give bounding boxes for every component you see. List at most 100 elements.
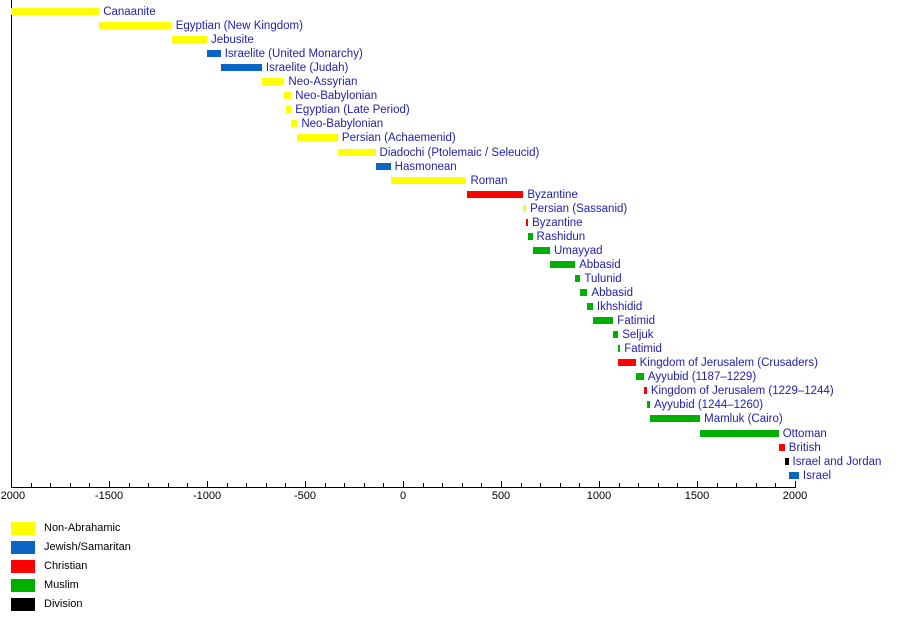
timeline-bar[interactable] [618,359,636,367]
legend-label: Muslim [44,579,79,591]
legend-swatch [11,598,35,611]
x-axis-tick-label: 1000 [586,490,612,502]
timeline-bar-label: Egyptian (New Kingdom) [175,20,303,33]
timeline-bar[interactable] [11,8,100,15]
x-axis-minor-tick [31,483,32,488]
timeline-bar[interactable] [284,92,292,100]
timeline-row: Byzantine [0,216,900,230]
timeline-bar[interactable] [261,78,285,86]
legend-label: Non-Abrahamic [44,522,121,534]
timeline-bar[interactable] [207,50,221,58]
timeline-bar-label: Diadochi (Ptolemaic / Seleucid) [379,146,540,159]
timeline-bar[interactable] [375,162,391,170]
timeline-bar[interactable] [286,106,292,114]
x-axis-minor-tick [168,483,169,488]
legend-swatch [11,579,35,592]
timeline-bar[interactable] [532,246,550,254]
timeline-bar-label: Ayyubid (1187–1229) [647,371,757,384]
timeline-bar[interactable] [613,331,619,339]
timeline-row: Israelite (Judah) [0,61,900,75]
timeline-bar[interactable] [466,190,524,198]
timeline-row: Kingdom of Jerusalem (Crusaders) [0,356,900,370]
timeline-bar[interactable] [390,176,467,184]
x-axis-minor-tick [521,483,522,488]
timeline-bar[interactable] [580,289,588,296]
timeline-bar-label: Fatimid [617,315,655,328]
timeline-row: Egyptian (Late Period) [0,103,900,117]
timeline-row: Persian (Sassanid) [0,202,900,216]
timeline-bar-label: Israelite (Judah) [265,62,349,75]
timeline-bar[interactable] [592,317,614,325]
x-axis-major-tick [403,481,404,488]
timeline-row: Ayyubid (1187–1229) [0,370,900,384]
timeline-row: Ikhshidid [0,300,900,314]
timeline-row: Israel [0,469,900,483]
x-axis-major-tick [501,481,502,488]
x-axis-tick-label: 2000 [782,490,808,502]
timeline-bar[interactable] [788,471,799,479]
x-axis-minor-tick [383,483,384,488]
timeline-row: Hasmonean [0,160,900,174]
x-axis-minor-tick [187,483,188,488]
x-axis-minor-tick [344,483,345,488]
timeline-bar[interactable] [649,415,701,423]
x-axis-major-tick [305,481,306,488]
x-axis-major-tick [11,481,12,488]
timeline-row: Roman [0,174,900,188]
x-axis-minor-tick [246,483,247,488]
timeline-bar[interactable] [635,373,644,381]
timeline-bar[interactable] [297,134,338,142]
x-axis-minor-tick [540,483,541,488]
timeline-row: Seljuk [0,328,900,342]
timeline-row: Tulunid [0,272,900,286]
timeline-bar[interactable] [587,303,593,311]
timeline-bar-label: Byzantine [527,188,578,201]
x-axis-tick-label: -1500 [94,490,124,502]
timeline-row: Egyptian (New Kingdom) [0,19,900,33]
x-axis-minor-tick [285,483,286,488]
timeline-bar-label: Umayyad [554,244,603,257]
legend-swatch [11,541,35,554]
x-axis-tick-label: 0 [399,490,407,502]
x-axis-tick-label: -500 [293,490,317,502]
x-axis-minor-tick [638,483,639,488]
timeline-row: Fatimid [0,342,900,356]
timeline-bar[interactable] [523,204,527,212]
timeline-bar[interactable] [643,387,647,395]
timeline-bar[interactable] [700,429,779,437]
timeline-bar[interactable] [778,443,785,451]
legend-label: Christian [44,560,88,572]
timeline-bar[interactable] [646,401,650,409]
timeline-bar[interactable] [526,218,529,226]
timeline-row: Persian (Achaemenid) [0,131,900,145]
timeline-bar[interactable] [99,22,172,30]
timeline-bar[interactable] [550,260,576,268]
timeline-bar[interactable] [618,345,621,353]
timeline-row: Ayyubid (1244–1260) [0,398,900,412]
timeline-bar[interactable] [171,36,207,44]
timeline-row: Umayyad [0,244,900,258]
x-axis-minor-tick [658,483,659,488]
timeline-row: British [0,441,900,455]
timeline-bar[interactable] [784,457,789,465]
timeline-bar[interactable] [528,232,533,240]
timeline-bar-label: Kingdom of Jerusalem (1229–1244) [650,385,834,398]
x-axis-minor-tick [756,483,757,488]
timeline-bar-label: Ayyubid (1244–1260) [653,399,764,412]
timeline-bar[interactable] [575,274,581,282]
legend-label: Division [44,598,83,610]
timeline-bar[interactable] [220,64,262,72]
timeline-row: Kingdom of Jerusalem (1229–1244) [0,384,900,398]
timeline-bar-label: Kingdom of Jerusalem (Crusaders) [639,357,818,370]
timeline-row: Neo-Babylonian [0,117,900,131]
x-axis-minor-tick [325,483,326,488]
timeline-bar[interactable] [291,120,298,128]
timeline-row: Neo-Assyrian [0,75,900,89]
x-axis-minor-tick [227,483,228,488]
timeline-row: Ottoman [0,427,900,441]
timeline-bar-label: Neo-Babylonian [301,118,384,131]
x-axis-tick-label: 1500 [684,490,710,502]
timeline-bar-label: Rashidun [536,230,586,243]
x-axis-major-tick [599,481,600,488]
timeline-bar[interactable] [337,148,376,156]
